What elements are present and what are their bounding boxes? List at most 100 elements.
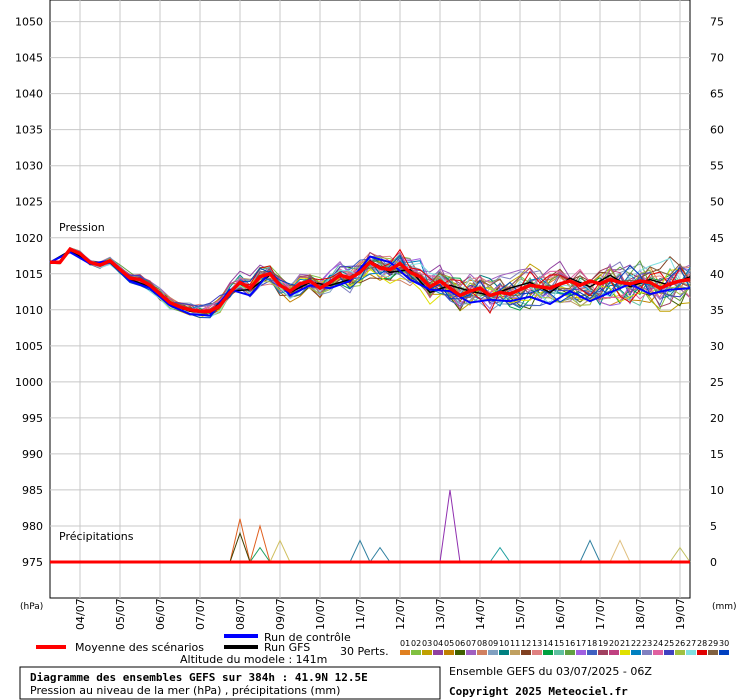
date-tick-label: 17/07 [594,598,607,630]
pert-swatch [499,650,509,655]
pert-number: 28 [697,639,707,648]
date-tick: 15/07 [514,598,527,630]
precipitation-lines [50,489,691,564]
pert-swatch [400,650,410,655]
precip-tick-label: 75 [710,16,724,29]
pert-swatch [631,650,641,655]
pert-number: 03 [422,639,432,648]
pert-swatch [664,650,674,655]
pert-number: 05 [444,639,454,648]
pert-number: 27 [686,639,696,648]
precip-peak [669,546,691,563]
pert-number: 16 [565,639,575,648]
altitude-text: Altitude du modele : 141m [180,653,327,666]
precip-tick-label: 65 [710,88,724,101]
date-tick-label: 12/07 [394,598,407,630]
control-line [49,251,691,317]
date-tick-label: 06/07 [154,598,167,630]
run-text: Ensemble GEFS du 03/07/2025 - 06Z [449,665,652,678]
legend-mean-label: Moyenne des scénarios [75,641,204,654]
pert-swatch [455,650,465,655]
precip-peak [439,489,461,563]
hpa-axis-label: (hPa) [20,602,43,612]
pressure-tick-label: 1050 [15,16,43,29]
pert-number: 14 [543,639,553,648]
precip-tick-label: 45 [710,232,724,245]
pert-number: 30 [719,639,729,648]
pert-number: 21 [620,639,630,648]
precip-tick-label: 50 [710,196,724,209]
pressure-tick-label: 1005 [15,340,43,353]
pert-swatch [488,650,498,655]
date-axis-ticks: 04/07 05/07 06/07 07/07 08/07 09/07 10/07 11/07… [74,598,687,630]
pert-number: 29 [708,639,718,648]
pert-number: 25 [664,639,674,648]
mean-line [50,247,691,313]
pressure-tick-label: 1035 [15,124,43,137]
pert-swatch [477,650,487,655]
date-tick-label: 19/07 [674,598,687,630]
date-tick: 04/07 [74,598,87,630]
precip-tick-label: 5 [710,520,717,533]
pressure-tick-label: 1015 [15,268,43,281]
pressure-tick-label: 975 [22,556,43,569]
legend-control-swatch [224,634,258,638]
precip-tick-label: 20 [710,412,724,425]
pert-swatch [620,650,630,655]
precip-peak [489,546,511,563]
pert-swatch [653,650,663,655]
pert-swatch [532,650,542,655]
pert-number: 04 [433,639,443,648]
pressure-tick-label: 1000 [15,376,43,389]
pressure-tick-label: 1045 [15,52,43,65]
pert-number: 12 [521,639,531,648]
precip-tick-label: 0 [710,556,717,569]
date-tick-label: 16/07 [554,598,567,630]
date-tick: 16/07 [554,598,567,630]
precip-tick-label: 60 [710,124,724,137]
date-tick: 12/07 [394,598,407,630]
main-lines [49,247,691,317]
date-tick: 06/07 [154,598,167,630]
pressure-tick-label: 1030 [15,160,43,173]
pert-number: 17 [576,639,586,648]
date-tick-label: 09/07 [274,598,287,630]
precip-tick-label: 15 [710,448,724,461]
pert-number: 13 [532,639,542,648]
pert-number: 20 [609,639,619,648]
chart-title: Diagramme des ensembles GEFS sur 384h : … [30,671,368,684]
pert-swatch [675,650,685,655]
legend-perts-label: 30 Perts. [340,645,389,658]
pert-swatch [587,650,597,655]
precip-peak [579,539,601,563]
copyright-text: Copyright 2025 Meteociel.fr [449,685,628,698]
pert-number: 02 [411,639,421,648]
precip-tick-label: 35 [710,304,724,317]
legend-control-label: Run de contrôle [264,631,351,644]
plot-frame [49,0,691,599]
date-tick: 18/07 [634,598,647,630]
mm-axis-label: (mm) [712,602,737,612]
perturbation-legend: 01 02 03 04 05 06 07 08 09 10 11 12 13 14 15 16 17 18 19 20… [400,639,729,655]
date-tick-label: 18/07 [634,598,647,630]
legend-gfs-swatch [224,645,258,649]
pert-swatch [686,650,696,655]
pert-swatch [433,650,443,655]
pressure-tick-label: 985 [22,484,43,497]
date-tick: 11/07 [354,598,367,630]
date-tick-label: 07/07 [194,598,207,630]
precip-peak [349,539,371,563]
pert-swatch [422,650,432,655]
pert-number: 07 [466,639,476,648]
date-tick: 07/07 [194,598,207,630]
precip-peak [249,546,271,563]
precip-label: Précipitations [59,530,134,543]
date-tick-label: 13/07 [434,598,447,630]
pressure-tick-label: 1010 [15,304,43,317]
date-tick: 09/07 [274,598,287,630]
pert-number: 10 [499,639,509,648]
date-tick: 08/07 [234,598,247,630]
precip-peak [269,539,291,563]
pert-swatch [708,650,718,655]
